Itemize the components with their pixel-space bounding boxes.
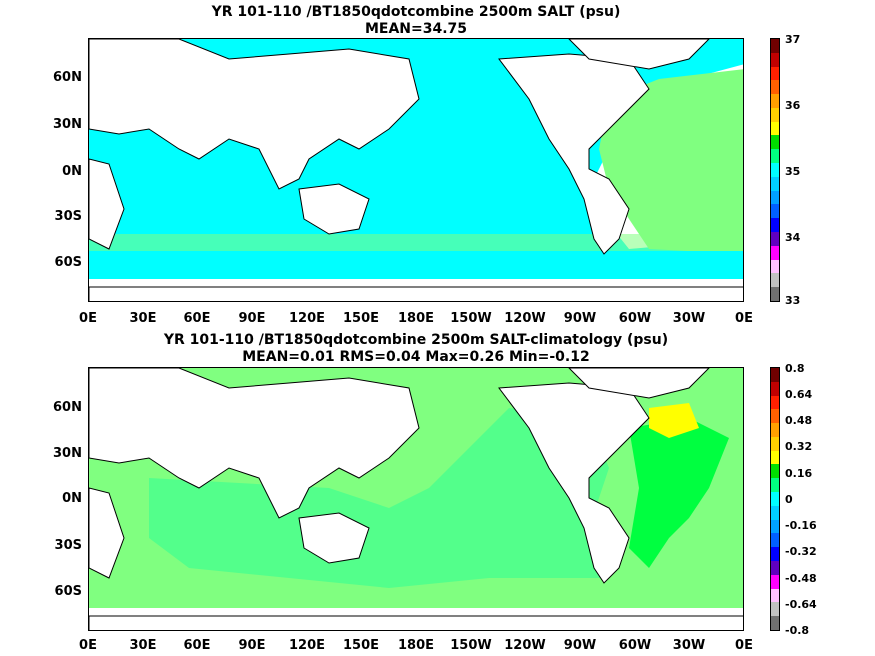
bottom-lon-120e: 120E <box>288 638 326 653</box>
colorbar-swatch <box>771 66 779 81</box>
colorbar-swatch <box>771 94 779 108</box>
top-title-line1: YR 101-110 /BT1850qdotcombine 2500m SALT… <box>211 4 621 20</box>
colorbar-swatch <box>771 505 779 520</box>
top-cbar-label-35: 35 <box>785 165 801 178</box>
colorbar-swatch <box>771 368 779 382</box>
top-lon-120w: 120W <box>504 311 546 326</box>
top-lon-0e: 0E <box>79 311 97 326</box>
bottom-lon-30e: 30E <box>129 638 157 653</box>
top-title-line2: MEAN=34.75 <box>364 21 468 37</box>
colorbar-swatch <box>771 163 779 177</box>
top-lon-60w: 60W <box>618 311 652 326</box>
colorbar-swatch <box>771 149 779 164</box>
bottom-cbar-label-neg0.16: -0.16 <box>785 519 817 532</box>
bottom-lat-60s: 60S <box>54 584 82 599</box>
bottom-lat-60n: 60N <box>53 400 82 415</box>
colorbar-swatch <box>771 560 779 575</box>
bottom-cbar-label-0.32: 0.32 <box>785 440 813 453</box>
top-map <box>88 38 744 302</box>
bottom-lon-60e: 60E <box>183 638 211 653</box>
bottom-cbar-label-0.64: 0.64 <box>785 388 813 401</box>
top-lon-0e-end: 0E <box>735 311 753 326</box>
colorbar-swatch <box>771 533 779 548</box>
bottom-colorbar <box>770 367 780 631</box>
colorbar-swatch <box>771 450 779 465</box>
colorbar-swatch <box>771 204 779 219</box>
bottom-lat-30n: 30N <box>53 446 82 461</box>
bottom-cbar-label-neg0.48: -0.48 <box>785 572 817 585</box>
colorbar-swatch <box>771 492 779 506</box>
bottom-lon-0e-end: 0E <box>735 638 753 653</box>
colorbar-swatch <box>771 190 779 205</box>
top-lon-180e: 180E <box>397 311 435 326</box>
top-lon-150w: 150W <box>450 311 492 326</box>
top-lon-30w: 30W <box>672 311 706 326</box>
colorbar-swatch <box>771 52 779 67</box>
colorbar-swatch <box>771 287 779 301</box>
bottom-lon-0e: 0E <box>79 638 97 653</box>
bottom-lon-30w: 30W <box>672 638 706 653</box>
bottom-lat-0n: 0N <box>62 491 82 506</box>
bottom-title-line2: MEAN=0.01 RMS=0.04 Max=0.26 Min=-0.12 <box>242 349 590 365</box>
colorbar-swatch <box>771 121 779 136</box>
bottom-lon-150e: 150E <box>342 638 380 653</box>
colorbar-swatch <box>771 273 779 288</box>
bottom-map <box>88 367 744 631</box>
colorbar-swatch <box>771 80 779 95</box>
top-lon-90w: 90W <box>563 311 597 326</box>
bottom-title-line1: YR 101-110 /BT1850qdotcombine 2500m SALT… <box>163 332 669 348</box>
colorbar-swatch <box>771 107 779 122</box>
bottom-lon-90e: 90E <box>238 638 266 653</box>
bottom-cbar-label-0: 0 <box>785 493 793 506</box>
colorbar-swatch <box>771 574 779 589</box>
top-lat-60s: 60S <box>54 255 82 270</box>
bottom-cbar-label-0.8: 0.8 <box>785 362 805 375</box>
top-lon-60e: 60E <box>183 311 211 326</box>
top-cbar-label-36: 36 <box>785 99 801 112</box>
colorbar-swatch <box>771 176 779 191</box>
bottom-cbar-label-neg0.32: -0.32 <box>785 545 817 558</box>
colorbar-swatch <box>771 245 779 260</box>
bottom-cbar-label-neg0.8: -0.8 <box>785 624 810 637</box>
colorbar-swatch <box>771 616 779 630</box>
top-lat-0n: 0N <box>62 164 82 179</box>
bottom-lon-180e: 180E <box>397 638 435 653</box>
top-lat-60n: 60N <box>53 70 82 85</box>
top-cbar-label-37: 37 <box>785 33 801 46</box>
top-colorbar <box>770 38 780 302</box>
colorbar-swatch <box>771 259 779 274</box>
top-lon-30e: 30E <box>129 311 157 326</box>
colorbar-swatch <box>771 135 779 150</box>
colorbar-swatch <box>771 381 779 396</box>
bottom-lon-60w: 60W <box>618 638 652 653</box>
bottom-cbar-label-0.48: 0.48 <box>785 414 813 427</box>
colorbar-swatch <box>771 423 779 437</box>
colorbar-swatch <box>771 588 779 603</box>
top-cbar-label-34: 34 <box>785 231 801 244</box>
bottom-lon-120w: 120W <box>504 638 546 653</box>
colorbar-swatch <box>771 602 779 617</box>
top-lon-150e: 150E <box>342 311 380 326</box>
colorbar-swatch <box>771 395 779 410</box>
top-lon-90e: 90E <box>238 311 266 326</box>
colorbar-swatch <box>771 436 779 451</box>
colorbar-swatch <box>771 464 779 479</box>
top-lat-30n: 30N <box>53 117 82 132</box>
top-lon-120e: 120E <box>288 311 326 326</box>
bottom-lon-90w: 90W <box>563 638 597 653</box>
colorbar-swatch <box>771 218 779 232</box>
bottom-lat-30s: 30S <box>54 538 82 553</box>
bottom-lon-150w: 150W <box>450 638 492 653</box>
colorbar-swatch <box>771 39 779 53</box>
top-lat-30s: 30S <box>54 209 82 224</box>
colorbar-swatch <box>771 519 779 534</box>
top-cbar-label-33: 33 <box>785 294 801 307</box>
bottom-cbar-label-neg0.64: -0.64 <box>785 598 817 611</box>
bottom-cbar-label-0.16: 0.16 <box>785 467 813 480</box>
colorbar-swatch <box>771 409 779 424</box>
colorbar-swatch <box>771 231 779 246</box>
colorbar-swatch <box>771 547 779 561</box>
colorbar-swatch <box>771 478 779 493</box>
